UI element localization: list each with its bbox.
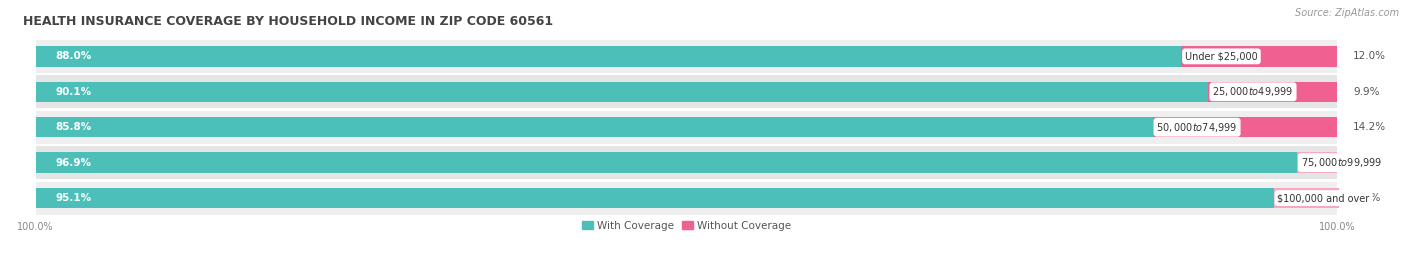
Bar <box>35 75 1337 108</box>
Bar <box>1274 188 1337 208</box>
Bar <box>35 152 1296 173</box>
Text: 95.1%: 95.1% <box>55 193 91 203</box>
Text: $25,000 to $49,999: $25,000 to $49,999 <box>1212 85 1294 98</box>
Text: HEALTH INSURANCE COVERAGE BY HOUSEHOLD INCOME IN ZIP CODE 60561: HEALTH INSURANCE COVERAGE BY HOUSEHOLD I… <box>22 15 553 28</box>
Bar <box>1153 117 1337 137</box>
Bar <box>1296 152 1337 173</box>
Text: Under $25,000: Under $25,000 <box>1185 51 1258 61</box>
Text: 90.1%: 90.1% <box>55 87 91 97</box>
Bar <box>35 146 1337 179</box>
Bar <box>35 111 1337 144</box>
Bar <box>35 82 1209 102</box>
Text: 14.2%: 14.2% <box>1353 122 1386 132</box>
Bar <box>1296 152 1337 173</box>
Text: $100,000 and over: $100,000 and over <box>1278 193 1369 203</box>
Legend: With Coverage, Without Coverage: With Coverage, Without Coverage <box>582 221 790 231</box>
Text: Source: ZipAtlas.com: Source: ZipAtlas.com <box>1295 8 1399 18</box>
Text: 12.0%: 12.0% <box>1353 51 1386 61</box>
Bar <box>35 46 1181 67</box>
Bar <box>1181 46 1337 67</box>
Bar <box>1274 188 1339 208</box>
Text: 3.1%: 3.1% <box>1353 158 1379 168</box>
Bar <box>35 40 1337 73</box>
Text: 96.9%: 96.9% <box>55 158 91 168</box>
Text: 85.8%: 85.8% <box>55 122 91 132</box>
Bar <box>1209 82 1337 102</box>
Bar <box>35 117 1153 137</box>
Text: 88.0%: 88.0% <box>55 51 91 61</box>
Bar <box>1153 117 1337 137</box>
Text: $50,000 to $74,999: $50,000 to $74,999 <box>1156 121 1237 134</box>
Text: 5.0%: 5.0% <box>1354 193 1381 203</box>
Bar <box>35 182 1337 215</box>
Text: 9.9%: 9.9% <box>1353 87 1379 97</box>
Bar <box>1181 46 1337 67</box>
Bar <box>1209 82 1337 102</box>
Bar <box>35 188 1274 208</box>
Text: $75,000 to $99,999: $75,000 to $99,999 <box>1301 156 1382 169</box>
